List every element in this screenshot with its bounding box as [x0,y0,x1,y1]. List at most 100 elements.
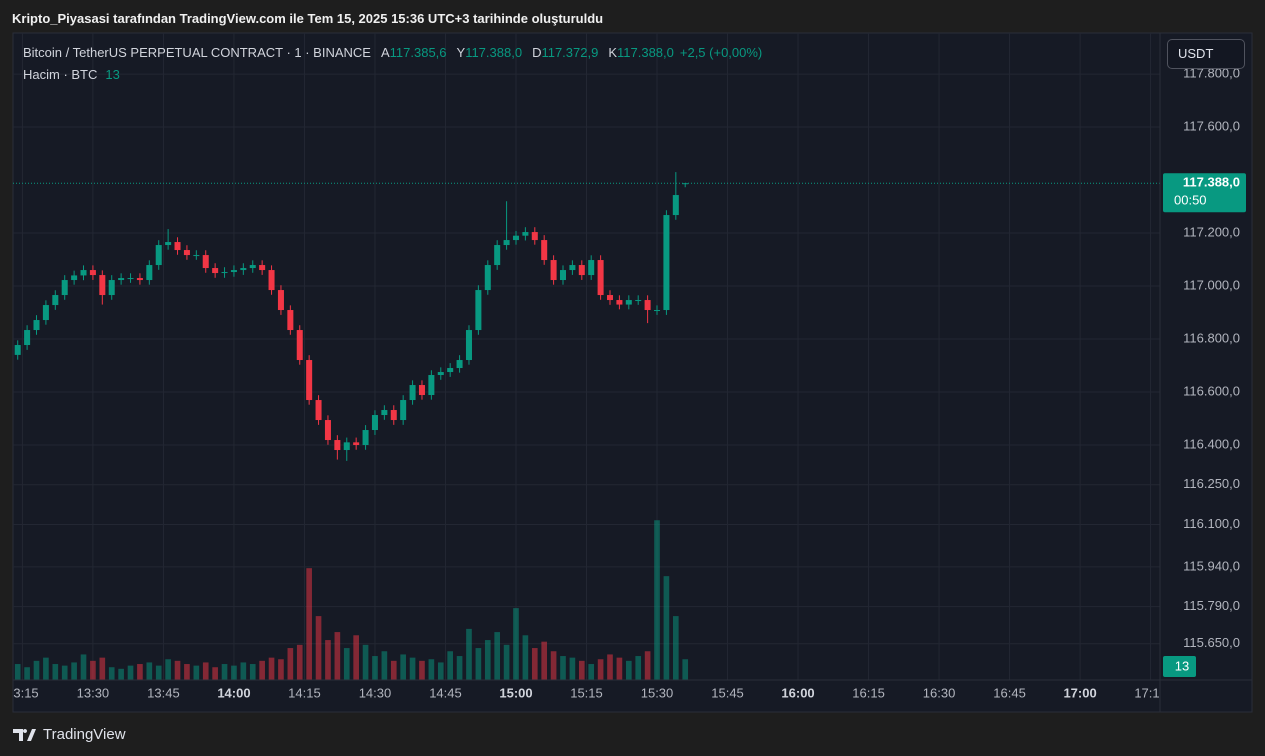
candle-body [512,235,519,241]
x-tick-label: 13:45 [147,685,180,700]
volume-bar [108,667,115,680]
candle-body [165,242,172,246]
volume-bar [240,662,247,680]
volume-bar [578,660,585,680]
volume-bar [428,659,435,680]
ohlc-key: K [608,45,617,60]
volume-title: Hacim · BTC [23,67,98,82]
candle-body [287,310,294,331]
volume-bar [278,659,284,680]
candle-body [353,442,360,446]
x-tick-label: 16:00 [781,685,814,700]
candle-body [672,195,679,216]
volume-bar [484,640,491,680]
x-tick-label: 16:15 [852,685,885,700]
candle-body [14,345,21,355]
candle-body [230,270,237,273]
volume-bar [212,667,218,680]
candle-body [541,240,548,261]
volume-bar [287,648,294,680]
y-tick-label: 117.000,0 [1183,277,1240,292]
candle-body [635,300,642,302]
candle-body [428,375,435,396]
candle-body [597,260,604,296]
y-tick-label: 117.600,0 [1183,118,1240,133]
candle-body [484,265,491,291]
y-tick-label: 116.250,0 [1183,476,1240,491]
currency-button[interactable]: USDT [1167,39,1245,69]
volume-bar [353,635,359,680]
volume-bar [174,660,181,680]
countdown: 00:50 [1174,193,1207,208]
volume-bar [560,656,566,680]
candle-body [475,290,482,331]
volume-bar [475,648,482,680]
chart-pane [12,32,1253,713]
volume-bar [193,665,200,680]
candle-body [52,295,59,306]
volume-bar [644,651,651,680]
candle-body [559,270,567,281]
candle-body [108,280,115,296]
candle-body [80,270,87,276]
y-tick-label: 115.940,0 [1183,558,1240,573]
candle-body [212,268,219,274]
volume-bar [663,576,670,680]
candle-body [174,242,181,251]
candle-body [390,410,397,421]
volume-bar [14,664,21,680]
x-tick-label: 17:00 [1063,685,1096,700]
candle-body [625,300,632,305]
candle-body [136,278,143,281]
ohlc-value: 117.385,6 [389,45,447,60]
x-tick-label: 16:45 [993,685,1026,700]
candle-body [588,260,595,276]
ohlc-value: 117.388,0 [465,45,523,60]
candle-body [569,265,576,271]
candle-body [249,265,256,269]
candle-body [324,420,331,441]
volume-bar [503,644,510,680]
candle-body [381,410,388,416]
candle-body [400,400,407,421]
volume-bar [672,616,679,680]
candle-body [127,278,134,280]
candle-body [606,295,614,301]
candle-body [268,270,275,291]
x-tick-label: 16:30 [923,685,956,700]
x-tick-label: 15:00 [499,685,532,700]
volume-bar [165,659,171,680]
volume-bar [466,628,472,680]
candle-body [306,360,313,401]
candle-body [155,245,162,266]
volume-bar [437,662,444,680]
volume-bar [569,657,576,680]
volume-bar [381,651,388,680]
candle-body [343,442,350,451]
y-tick-label: 116.100,0 [1183,516,1240,531]
candle-body [456,360,463,369]
candle-body [447,368,454,373]
volume-bar [259,660,265,680]
volume-bar [494,632,501,680]
ohlc-value: 117.388,0 [617,45,674,60]
volume-bar [249,664,256,680]
candle-body [259,265,266,271]
volume-bar [419,660,425,680]
ohlc-key: Y [456,45,466,60]
price-tag [1163,173,1246,213]
volume-bar [682,659,689,680]
volume-bar [362,644,369,680]
candle-body [409,385,416,401]
candle-body [663,215,670,311]
candle-body [146,265,153,281]
ohlc-legend: Bitcoin / TetherUS PERPETUAL CONTRACT · … [23,45,762,60]
volume-bar [616,657,623,680]
volume-bar [52,664,59,680]
volume-bar [343,648,350,680]
volume-bar [306,568,312,680]
candle-body [118,278,125,281]
candle-body [465,330,472,361]
x-tick-label: 15:15 [570,685,603,700]
